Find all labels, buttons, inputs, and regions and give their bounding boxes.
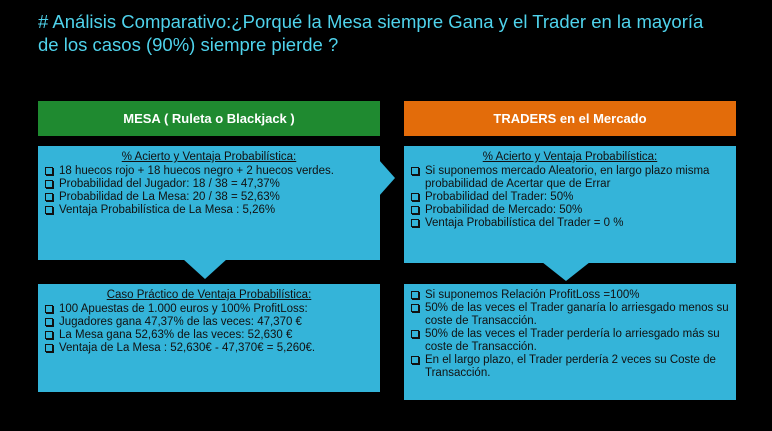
bullet xyxy=(411,330,419,338)
list-item: La Mesa gana 52,63% de las veces: 52,630… xyxy=(44,329,374,342)
text-box: % Acierto y Ventaja Probabilística: 18 hu… xyxy=(38,146,380,260)
item-text: Probabilidad del Trader: 50% xyxy=(425,191,574,203)
column-header: MESA ( Ruleta o Blackjack ) xyxy=(38,101,380,136)
arrow-down xyxy=(542,262,590,281)
item-text: 100 Apuestas de 1.000 euros y 100% Profi… xyxy=(59,303,308,315)
list-item: Ventaja Probabilística del Trader = 0 % xyxy=(410,217,730,230)
list-item: Si suponemos mercado Aleatorio, en largo… xyxy=(410,165,730,191)
bullet xyxy=(45,167,53,175)
bullet xyxy=(45,331,53,339)
bullet xyxy=(45,206,53,214)
box-heading: Caso Práctico de Ventaja Probabilística: xyxy=(106,289,312,301)
item-text: Probabilidad de Mercado: 50% xyxy=(425,204,583,216)
bullet xyxy=(45,305,53,313)
list-item: 50% de las veces el Trader perdería lo a… xyxy=(410,328,730,354)
list-item: Probabilidad de Mercado: 50% xyxy=(410,204,730,217)
slide-title: # Análisis Comparativo:¿Porqué la Mesa s… xyxy=(38,11,704,55)
bullet xyxy=(411,219,419,227)
text-box: Si suponemos Relación ProfitLoss =100% 50… xyxy=(404,284,736,400)
item-text: Ventaja de La Mesa : 52,630€ - 47,370€ =… xyxy=(59,342,316,354)
list-item: Jugadores gana 47,37% de las veces: 47,3… xyxy=(44,316,374,329)
list-item: Probabilidad de La Mesa: 20 / 38 = 52,63… xyxy=(44,191,374,204)
item-text: Si suponemos Relación ProfitLoss =100% xyxy=(425,289,640,301)
bullet xyxy=(411,304,419,312)
list-item: 100 Apuestas de 1.000 euros y 100% Profi… xyxy=(44,303,374,316)
list-item: Ventaja de La Mesa : 52,630€ - 47,370€ =… xyxy=(44,342,374,355)
list-item: Probabilidad del Jugador: 18 / 38 = 47,3… xyxy=(44,178,374,191)
item-text: En el largo plazo, el Trader perdería 2 … xyxy=(425,354,716,379)
arrow-down xyxy=(183,259,227,279)
bullet xyxy=(411,193,419,201)
bullet xyxy=(411,291,419,299)
item-text: La Mesa gana 52,63% de las veces: 52,630… xyxy=(59,329,293,341)
bullet xyxy=(411,206,419,214)
bullet xyxy=(45,318,53,326)
item-text: 50% de las veces el Trader ganaría lo ar… xyxy=(425,302,729,327)
bullet xyxy=(45,344,53,352)
bullet xyxy=(45,193,53,201)
item-text: Si suponemos mercado Aleatorio, en largo… xyxy=(425,165,710,190)
arrow-right xyxy=(379,160,395,196)
item-text: Probabilidad del Jugador: 18 / 38 = 47,3… xyxy=(59,178,280,190)
list-item: Probabilidad del Trader: 50% xyxy=(410,191,730,204)
box-heading: % Acierto y Ventaja Probabilística: xyxy=(121,151,297,163)
bullet xyxy=(411,167,419,175)
item-text: Ventaja Probabilística del Trader = 0 % xyxy=(425,217,624,229)
text-box: % Acierto y Ventaja Probabilística: Si su… xyxy=(404,146,736,263)
list-item: 50% de las veces el Trader ganaría lo ar… xyxy=(410,302,730,328)
text-box: Caso Práctico de Ventaja Probabilística:… xyxy=(38,284,380,392)
item-text: Probabilidad de La Mesa: 20 / 38 = 52,63… xyxy=(59,191,280,203)
list-item: 18 huecos rojo + 18 huecos negro + 2 hue… xyxy=(44,165,374,178)
column-header: TRADERS en el Mercado xyxy=(404,101,736,136)
item-text: 50% de las veces el Trader perdería lo a… xyxy=(425,328,720,353)
bullet xyxy=(411,356,419,364)
item-text: Jugadores gana 47,37% de las veces: 47,3… xyxy=(59,316,302,328)
bullet xyxy=(45,180,53,188)
list-item: Si suponemos Relación ProfitLoss =100% xyxy=(410,289,730,302)
list-item: En el largo plazo, el Trader perdería 2 … xyxy=(410,354,730,380)
item-text: Ventaja Probabilística de La Mesa : 5,26… xyxy=(59,204,276,216)
list-item: Ventaja Probabilística de La Mesa : 5,26… xyxy=(44,204,374,217)
item-text: 18 huecos rojo + 18 huecos negro + 2 hue… xyxy=(59,165,334,177)
box-heading: % Acierto y Ventaja Probabilística: xyxy=(482,151,658,163)
